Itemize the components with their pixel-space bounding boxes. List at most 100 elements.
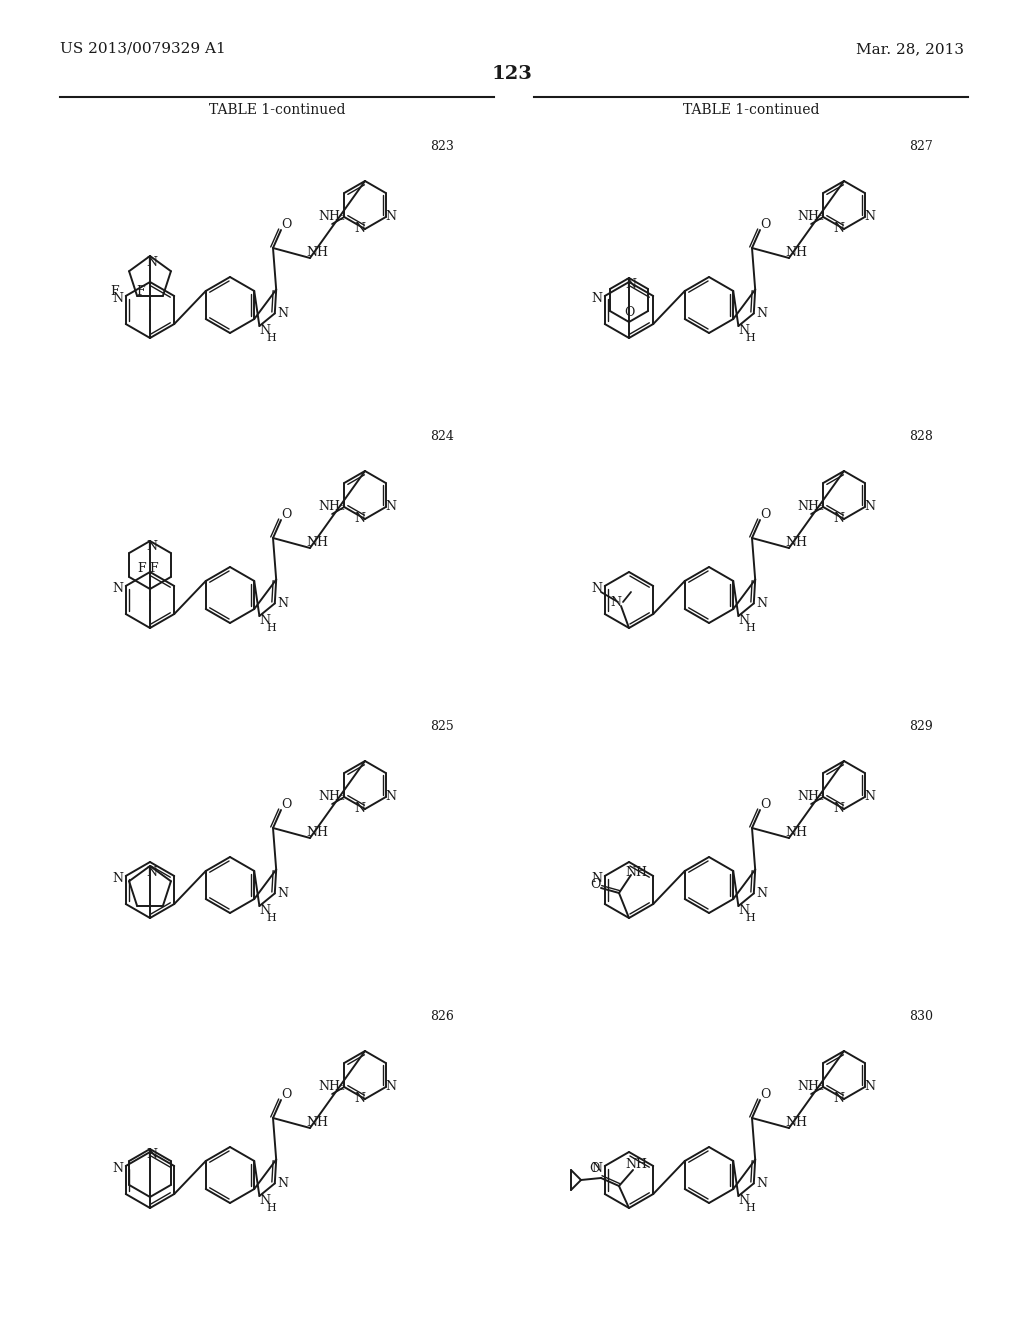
Text: O: O xyxy=(760,508,770,521)
Text: N: N xyxy=(757,887,767,900)
Text: N: N xyxy=(738,325,749,338)
Text: NH: NH xyxy=(785,825,807,838)
Text: N: N xyxy=(146,540,158,553)
Text: 123: 123 xyxy=(492,65,532,83)
Text: N: N xyxy=(591,582,602,594)
Text: F: F xyxy=(136,285,145,298)
Text: N: N xyxy=(591,1162,602,1175)
Text: N: N xyxy=(354,1092,366,1105)
Text: 824: 824 xyxy=(430,430,454,444)
Text: TABLE 1-continued: TABLE 1-continued xyxy=(683,103,819,117)
Text: N: N xyxy=(385,791,396,804)
Text: N: N xyxy=(864,791,876,804)
Text: NH: NH xyxy=(306,246,328,259)
Text: NH: NH xyxy=(625,1159,647,1172)
Text: N: N xyxy=(113,1162,123,1175)
Text: TABLE 1-continued: TABLE 1-continued xyxy=(209,103,345,117)
Text: Mar. 28, 2013: Mar. 28, 2013 xyxy=(856,42,964,55)
Text: N: N xyxy=(278,1177,289,1189)
Text: 827: 827 xyxy=(909,140,933,153)
Text: H: H xyxy=(745,333,756,343)
Text: NH: NH xyxy=(785,536,807,549)
Text: H: H xyxy=(745,1203,756,1213)
Text: NH: NH xyxy=(306,825,328,838)
Text: N: N xyxy=(354,222,366,235)
Text: NH: NH xyxy=(785,246,807,259)
Text: NH: NH xyxy=(306,1115,328,1129)
Text: N: N xyxy=(738,1195,749,1208)
Text: N: N xyxy=(610,595,622,609)
Text: N: N xyxy=(259,325,270,338)
Text: N: N xyxy=(113,292,123,305)
Text: O: O xyxy=(589,1162,599,1175)
Text: N: N xyxy=(834,222,845,235)
Text: NH: NH xyxy=(785,1115,807,1129)
Text: H: H xyxy=(745,623,756,634)
Text: 826: 826 xyxy=(430,1010,454,1023)
Text: F: F xyxy=(111,285,120,298)
Text: N: N xyxy=(757,1177,767,1189)
Text: N: N xyxy=(834,511,845,524)
Text: O: O xyxy=(760,219,770,231)
Text: H: H xyxy=(266,333,276,343)
Text: N: N xyxy=(591,871,602,884)
Text: N: N xyxy=(146,256,158,268)
Text: N: N xyxy=(738,615,749,627)
Text: N: N xyxy=(278,887,289,900)
Text: N: N xyxy=(259,615,270,627)
Text: O: O xyxy=(590,878,600,891)
Text: US 2013/0079329 A1: US 2013/0079329 A1 xyxy=(60,42,225,55)
Text: O: O xyxy=(281,1089,291,1101)
Text: NH₂: NH₂ xyxy=(798,1080,824,1093)
Text: N: N xyxy=(834,801,845,814)
Text: NH₂: NH₂ xyxy=(318,210,345,223)
Text: 828: 828 xyxy=(909,430,933,444)
Text: N: N xyxy=(113,582,123,594)
Text: NH: NH xyxy=(625,866,647,879)
Text: O: O xyxy=(281,508,291,521)
Text: N: N xyxy=(864,1081,876,1093)
Text: N: N xyxy=(834,1092,845,1105)
Text: NH₂: NH₂ xyxy=(798,499,824,512)
Text: N: N xyxy=(259,1195,270,1208)
Text: F: F xyxy=(137,562,146,576)
Text: N: N xyxy=(113,871,123,884)
Text: NH₂: NH₂ xyxy=(798,789,824,803)
Text: 825: 825 xyxy=(430,719,454,733)
Text: H: H xyxy=(266,913,276,923)
Text: NH: NH xyxy=(306,536,328,549)
Text: F: F xyxy=(150,562,159,576)
Text: N: N xyxy=(385,500,396,513)
Text: N: N xyxy=(591,292,602,305)
Text: N: N xyxy=(864,210,876,223)
Text: O: O xyxy=(760,1089,770,1101)
Text: NH₂: NH₂ xyxy=(318,499,345,512)
Text: N: N xyxy=(385,1081,396,1093)
Text: N: N xyxy=(757,306,767,319)
Text: H: H xyxy=(266,1203,276,1213)
Text: N: N xyxy=(738,904,749,917)
Text: 829: 829 xyxy=(909,719,933,733)
Text: O: O xyxy=(624,305,634,318)
Text: N: N xyxy=(385,210,396,223)
Text: 823: 823 xyxy=(430,140,454,153)
Text: N: N xyxy=(259,904,270,917)
Text: H: H xyxy=(266,623,276,634)
Text: N: N xyxy=(278,306,289,319)
Text: N: N xyxy=(146,866,158,879)
Text: O: O xyxy=(281,799,291,812)
Text: O: O xyxy=(281,219,291,231)
Text: H: H xyxy=(745,913,756,923)
Text: 830: 830 xyxy=(909,1010,933,1023)
Text: O: O xyxy=(760,799,770,812)
Text: N: N xyxy=(354,801,366,814)
Text: N: N xyxy=(864,500,876,513)
Text: NH₂: NH₂ xyxy=(318,789,345,803)
Text: N: N xyxy=(278,597,289,610)
Text: NH₂: NH₂ xyxy=(798,210,824,223)
Text: N: N xyxy=(626,277,637,290)
Text: NH₂: NH₂ xyxy=(318,1080,345,1093)
Text: N: N xyxy=(354,511,366,524)
Text: N: N xyxy=(757,597,767,610)
Text: N: N xyxy=(146,1148,158,1162)
